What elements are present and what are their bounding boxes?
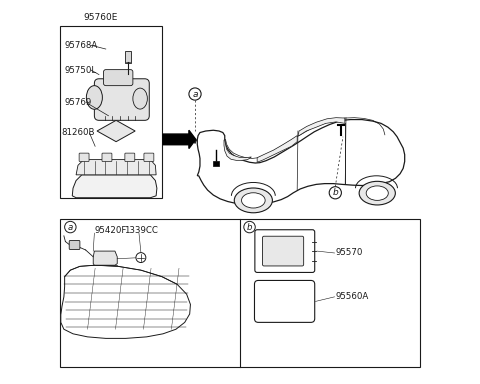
Text: 95420F: 95420F [95,227,127,235]
FancyBboxPatch shape [69,240,80,250]
Text: 1339CC: 1339CC [124,227,157,235]
Ellipse shape [366,186,388,200]
Circle shape [65,221,76,233]
Ellipse shape [359,181,396,205]
Polygon shape [61,265,191,338]
Polygon shape [76,160,156,175]
Polygon shape [93,251,117,265]
Polygon shape [72,175,157,198]
Circle shape [136,253,146,263]
FancyArrow shape [163,130,196,149]
FancyBboxPatch shape [263,236,304,266]
FancyBboxPatch shape [125,51,131,63]
FancyBboxPatch shape [144,153,154,162]
Text: a: a [68,223,73,232]
FancyBboxPatch shape [95,79,149,120]
Text: b: b [247,223,252,232]
Bar [60,26,162,198]
Circle shape [189,88,201,100]
Circle shape [244,221,255,233]
Text: b: b [333,188,338,197]
Text: 95760E: 95760E [83,13,117,22]
Text: 95750L: 95750L [65,66,97,74]
FancyBboxPatch shape [104,70,133,86]
Text: 81260B: 81260B [61,128,95,137]
Text: a: a [192,89,198,99]
FancyBboxPatch shape [255,230,315,272]
Polygon shape [298,118,345,136]
Bar [60,218,420,367]
FancyBboxPatch shape [254,280,315,323]
Polygon shape [257,136,297,162]
FancyBboxPatch shape [79,153,89,162]
Text: 95560A: 95560A [336,292,369,301]
Text: 95768A: 95768A [65,41,98,50]
Ellipse shape [234,188,273,213]
Ellipse shape [86,86,102,109]
Ellipse shape [133,88,147,109]
Text: 95570: 95570 [336,248,363,258]
Ellipse shape [241,193,265,208]
Polygon shape [224,139,252,161]
FancyBboxPatch shape [102,153,112,162]
Polygon shape [97,120,135,142]
Circle shape [329,187,341,199]
Polygon shape [197,119,405,204]
Text: 95769: 95769 [65,98,92,107]
FancyBboxPatch shape [125,153,135,162]
Bar [213,161,219,166]
